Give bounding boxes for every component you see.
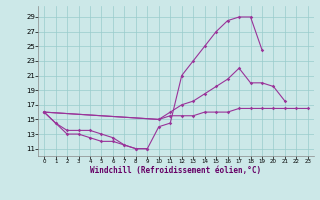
X-axis label: Windchill (Refroidissement éolien,°C): Windchill (Refroidissement éolien,°C) [91,166,261,175]
